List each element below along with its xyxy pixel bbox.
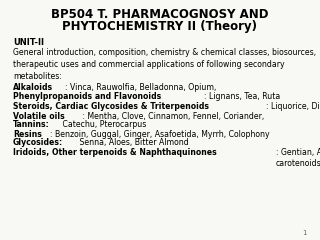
- Text: Catechu, Pterocarpus: Catechu, Pterocarpus: [60, 120, 147, 130]
- Text: UNIT-II: UNIT-II: [13, 38, 44, 48]
- Text: : Vinca, Rauwolfia, Belladonna, Opium,: : Vinca, Rauwolfia, Belladonna, Opium,: [65, 83, 216, 92]
- Text: Alkaloids: Alkaloids: [13, 83, 53, 92]
- Text: Tannins:: Tannins:: [13, 120, 50, 130]
- Text: : Lignans, Tea, Ruta: : Lignans, Tea, Ruta: [204, 92, 280, 101]
- Text: General introduction, composition, chemistry & chemical classes, biosources,
the: General introduction, composition, chemi…: [13, 48, 316, 81]
- Text: Resins: Resins: [13, 130, 42, 138]
- Text: Senna, Aloes, Bitter Almond: Senna, Aloes, Bitter Almond: [77, 138, 189, 147]
- Text: Steroids, Cardiac Glycosides & Triterpenoids: Steroids, Cardiac Glycosides & Triterpen…: [13, 102, 209, 111]
- Text: : Liquorice, Dioscorea, Digitalis: : Liquorice, Dioscorea, Digitalis: [266, 102, 320, 111]
- Text: Glycosides:: Glycosides:: [13, 138, 63, 147]
- Text: : Benzoin, Guggal, Ginger, Asafoetida, Myrrh, Colophony: : Benzoin, Guggal, Ginger, Asafoetida, M…: [50, 130, 270, 138]
- Text: Phenylpropanoids and Flavonoids: Phenylpropanoids and Flavonoids: [13, 92, 161, 101]
- Text: : Gentian, Artemisia, taxus,
carotenoids: : Gentian, Artemisia, taxus, carotenoids: [276, 148, 320, 168]
- Text: PHYTOCHEMISTRY II (Theory): PHYTOCHEMISTRY II (Theory): [62, 20, 258, 33]
- Text: Iridoids, Other terpenoids & Naphthaquinones: Iridoids, Other terpenoids & Naphthaquin…: [13, 148, 217, 156]
- Text: Volatile oils: Volatile oils: [13, 112, 65, 121]
- Text: 1: 1: [303, 230, 307, 236]
- Text: : Mentha, Clove, Cinnamon, Fennel, Coriander,: : Mentha, Clove, Cinnamon, Fennel, Coria…: [80, 112, 264, 121]
- Text: BP504 T. PHARMACOGNOSY AND: BP504 T. PHARMACOGNOSY AND: [51, 8, 269, 21]
